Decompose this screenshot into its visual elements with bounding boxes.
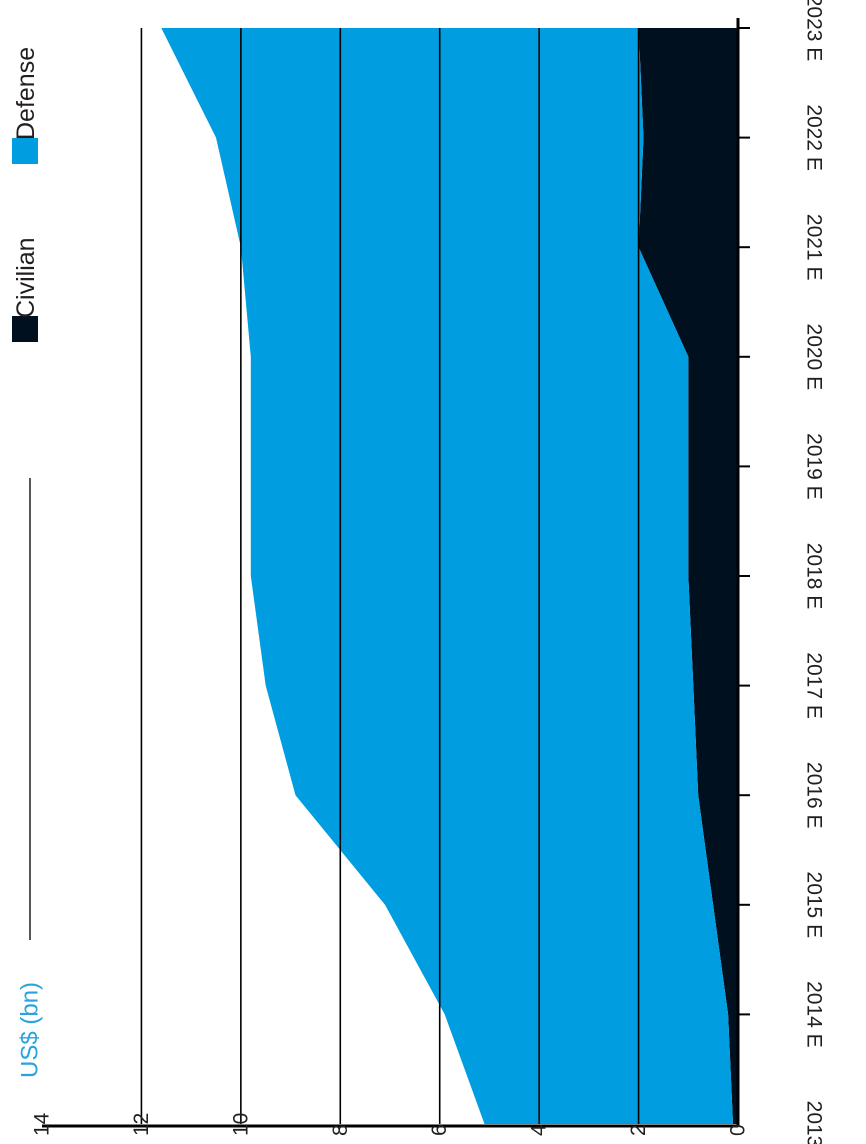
value-tick-label: 12 — [130, 1113, 153, 1136]
value-tick-label: 14 — [31, 1112, 54, 1136]
value-tick-label: 10 — [229, 1113, 252, 1136]
unit-label-group: US$ (bn) — [17, 478, 44, 1078]
axes — [42, 18, 740, 1128]
stacked-areas — [161, 28, 738, 1124]
category-tick-label: 2017 E — [803, 652, 826, 719]
category-tick-label: 2013 — [803, 1101, 826, 1144]
category-tick-label: 2021 E — [803, 214, 826, 281]
value-tick-label: 2 — [627, 1124, 650, 1136]
category-tick-label: 2023 E — [803, 0, 826, 61]
category-tick-label: 2020 E — [803, 324, 826, 391]
category-tick-label: 2019 E — [803, 433, 826, 500]
legend-swatch-defense — [12, 138, 38, 164]
legend-label-civilian: Civilian — [12, 237, 40, 318]
category-tick-label: 2018 E — [803, 543, 826, 610]
value-tick-label: 6 — [428, 1124, 451, 1136]
category-tick-label: 2014 E — [803, 981, 826, 1048]
gridlines — [140, 28, 640, 1124]
value-axis-ticks: 0 2 4 6 8 10 12 14 — [31, 1112, 750, 1136]
legend-swatch-civilian — [12, 316, 38, 342]
category-tick-label: 2015 E — [803, 872, 826, 939]
area-defense — [161, 28, 734, 1124]
category-axis-ticks: 2013 2014 E 2015 E 2016 E 2017 E 2018 E 2019 E… — [738, 0, 826, 1144]
legend-label-defense: Defense — [12, 47, 40, 140]
value-tick-label: 4 — [528, 1124, 551, 1136]
category-tick-label: 2022 E — [803, 104, 826, 171]
category-tick-label: 2016 E — [803, 762, 826, 829]
value-tick-label: 8 — [329, 1124, 352, 1136]
value-tick-label: 0 — [727, 1124, 750, 1136]
legend: Civilian Defense — [12, 47, 40, 342]
unit-label: US$ (bn) — [17, 982, 44, 1078]
